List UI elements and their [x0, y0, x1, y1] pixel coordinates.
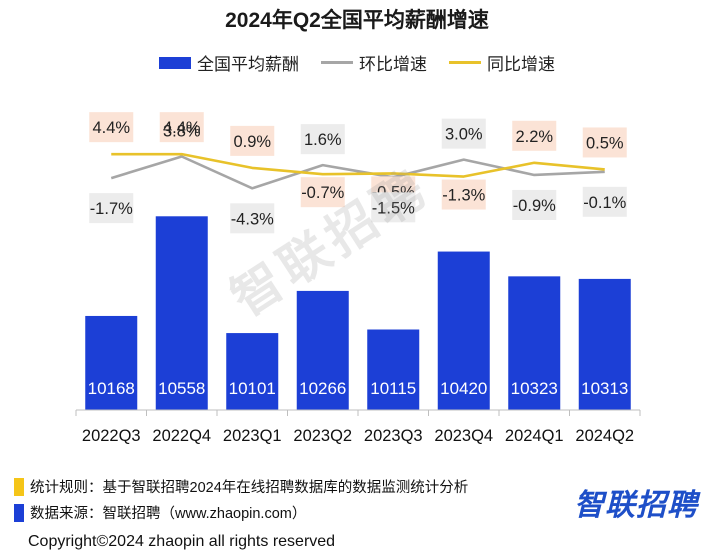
x-tick-label: 2024Q2 [575, 427, 634, 445]
x-tick-label: 2022Q4 [152, 427, 211, 445]
mom-data-label-bg [371, 192, 416, 223]
yoy-data-label: -0.7% [301, 184, 344, 202]
mom-data-label-bg [300, 124, 345, 155]
mom-data-label: -0.9% [513, 197, 556, 215]
legend-swatch-mom [321, 61, 353, 64]
bar-value-label: 10101 [229, 379, 276, 398]
chart-plot: 10168 10558 10101 10266 10115 10420 10323 10313… [75, 112, 641, 445]
copyright: Copyright©2024 zhaopin all rights reserv… [28, 533, 336, 550]
legend-item-salary: 全国平均薪酬 [159, 50, 299, 75]
mom-data-label: -4.3% [231, 210, 274, 228]
legend-label-yoy: 同比增速 [487, 55, 555, 74]
brand-logo: 智联招聘 [574, 489, 698, 522]
yoy-data-label-bg [89, 112, 134, 143]
mom-data-label: 3.8% [163, 123, 201, 141]
yoy-data-label-bg [300, 177, 345, 208]
bar-value-label: 10313 [581, 379, 628, 398]
x-tick-label: 2023Q2 [293, 427, 352, 445]
legend: 全国平均薪酬 环比增速 同比增速 [0, 50, 714, 75]
bar-2022Q4 [155, 216, 208, 410]
bar-value-label: 10420 [440, 379, 487, 398]
mom-data-label: -0.1% [583, 194, 626, 212]
note-swatch-blue [14, 503, 24, 522]
note-stat-rule-text: 统计规则：基于智联招聘2024年在线招聘数据库的数据监测统计分析 [30, 480, 469, 496]
yoy-data-label-bg [512, 120, 557, 151]
mom-data-label-bg [512, 189, 557, 220]
bar-2023Q3 [367, 329, 420, 410]
mom-data-label: 3.0% [445, 126, 483, 144]
x-tick-label: 2023Q3 [364, 427, 423, 445]
legend-item-mom: 环比增速 [321, 50, 427, 75]
mom-data-label: -1.7% [90, 200, 133, 218]
legend-label-mom: 环比增速 [359, 55, 427, 74]
yoy-data-label-bg [441, 179, 486, 210]
yoy-data-label-bg [230, 125, 275, 156]
yoy-data-label: 4.4% [92, 119, 130, 137]
mom-data-label: 1.6% [304, 131, 342, 149]
bar-2024Q1 [508, 276, 561, 410]
mom-data-label-bg [441, 118, 486, 149]
bar-2022Q3 [85, 315, 138, 410]
bar-2023Q4 [437, 251, 490, 410]
chart-title: 2024年Q2全国平均薪酬增速 [225, 9, 489, 32]
yoy-data-label: 4.4% [163, 119, 201, 137]
note-stat-rule: 统计规则：基于智联招聘2024年在线招聘数据库的数据监测统计分析 [14, 476, 468, 497]
mom-data-label-bg [89, 193, 134, 224]
yoy-data-label: 2.2% [515, 128, 553, 146]
note-source-text: 数据来源：智联招聘（www.zhaopin.com） [30, 506, 307, 522]
bar-value-label: 10323 [511, 379, 558, 398]
x-tick-label: 2023Q1 [223, 427, 282, 445]
bar-value-label: 10266 [299, 379, 346, 398]
bar-value-label: 10168 [88, 379, 135, 398]
legend-label-salary: 全国平均薪酬 [197, 55, 299, 74]
bar-value-label: 10558 [158, 379, 205, 398]
yoy-data-label-bg [582, 127, 627, 158]
note-swatch-yellow [14, 477, 24, 496]
yoy-data-label: 0.5% [586, 134, 624, 152]
bar-2023Q1 [226, 333, 279, 410]
line-yoy [111, 152, 605, 178]
line-mom [110, 155, 605, 190]
yoy-data-label-bg [159, 112, 204, 143]
note-source: 数据来源：智联招聘（www.zhaopin.com） [14, 502, 306, 523]
mom-data-label-bg [230, 203, 275, 234]
x-tick-label: 2022Q3 [82, 427, 141, 445]
yoy-data-label: -1.3% [442, 187, 485, 205]
x-tick-label: 2023Q4 [434, 427, 493, 445]
yoy-data-label: 0.9% [233, 133, 271, 151]
legend-item-yoy: 同比增速 [449, 50, 555, 75]
legend-swatch-yoy [449, 61, 481, 64]
x-tick-label: 2024Q1 [505, 427, 564, 445]
bar-2023Q2 [296, 290, 349, 410]
mom-data-label: -1.5% [372, 199, 415, 217]
mom-data-label-bg [582, 186, 627, 217]
bar-2024Q2 [578, 278, 631, 410]
legend-swatch-salary [159, 56, 191, 69]
bar-value-label: 10115 [370, 379, 416, 398]
